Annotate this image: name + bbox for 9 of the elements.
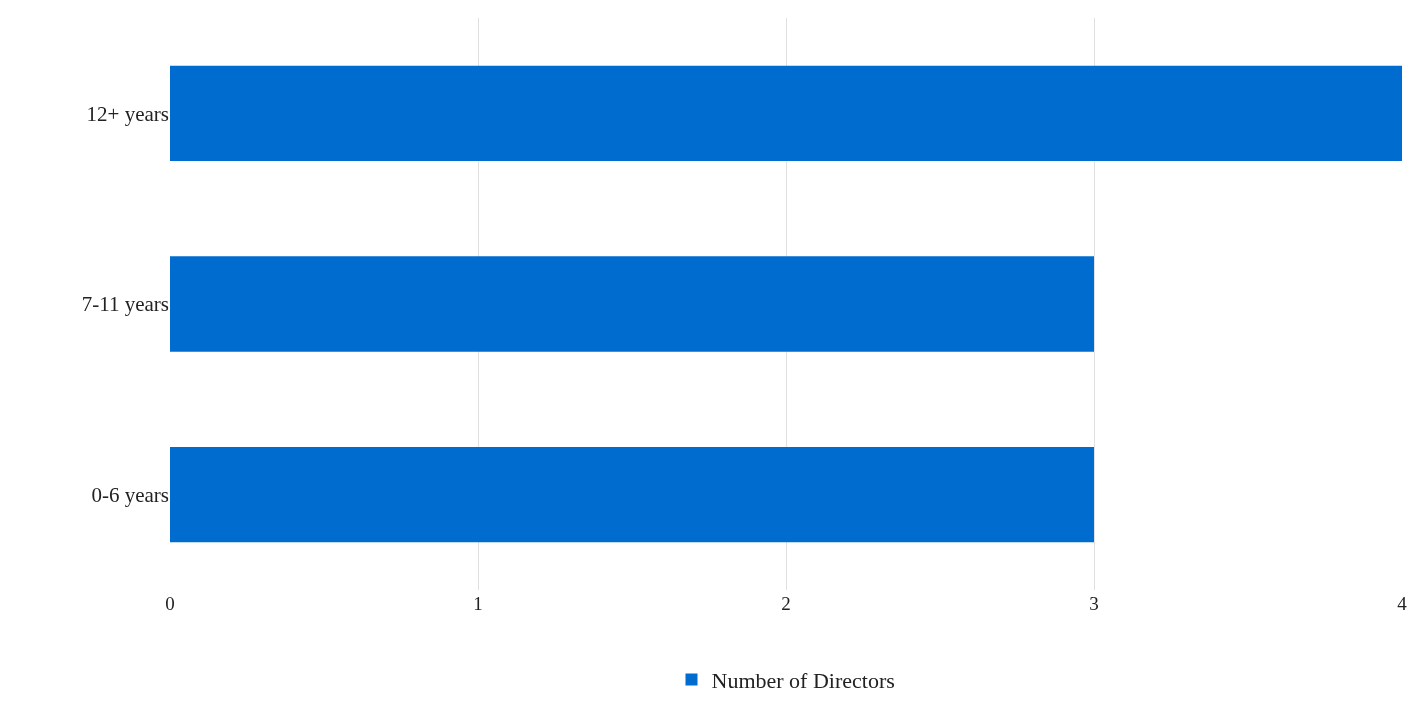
x-tick-label: 2 <box>781 593 791 614</box>
y-tick-label: 0-6 years <box>91 483 169 508</box>
x-tick-label: 0 <box>165 593 175 614</box>
x-tick-label: 4 <box>1397 593 1408 614</box>
legend-label: Number of Directors <box>711 668 895 694</box>
x-tick-label: 3 <box>1089 593 1099 614</box>
y-tick-label: 7-11 years <box>81 292 169 317</box>
y-tick-label: 12+ years <box>86 101 169 126</box>
x-tick-label: 1 <box>473 593 483 614</box>
